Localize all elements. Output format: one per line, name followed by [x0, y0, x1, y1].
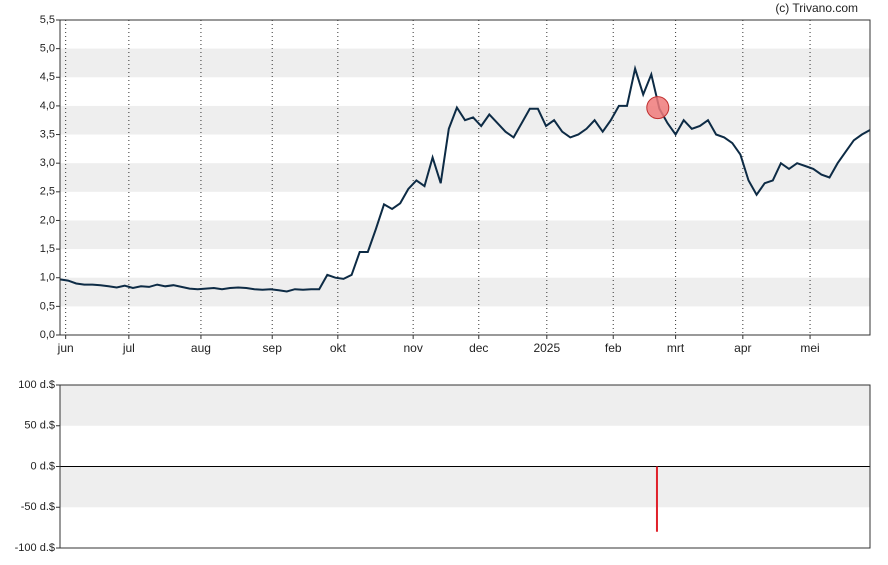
x-tick-label: aug	[191, 341, 211, 355]
event-marker	[646, 96, 670, 120]
x-tick-label: sep	[263, 341, 283, 355]
grid-band	[60, 277, 870, 307]
x-tick-label: nov	[403, 341, 422, 355]
plot-frame	[59, 384, 871, 549]
y-tick-label: 0,0	[40, 329, 55, 341]
y-tick-label: 0 d.$	[31, 460, 55, 472]
y-tick-label: 3,0	[40, 157, 55, 169]
grid-band	[60, 220, 870, 250]
y-tick-label: 50 d.$	[24, 420, 55, 432]
x-tick-label: feb	[605, 341, 622, 355]
y-tick-label: 100 d.$	[18, 379, 55, 391]
y-tick-label: 0,5	[40, 300, 55, 312]
y-tick-label: -100 d.$	[15, 542, 55, 554]
plot-frame	[59, 19, 871, 336]
x-tick-label: apr	[734, 341, 751, 355]
x-tick-label: mei	[800, 341, 819, 355]
x-tick-label: okt	[330, 341, 347, 355]
grid-band	[60, 163, 870, 192]
price-line	[59, 64, 871, 293]
y-tick-label: 2,0	[40, 214, 55, 226]
y-tick-label: 1,5	[40, 243, 55, 255]
grid-band	[60, 48, 870, 78]
source: (c) Trivano.com	[775, 1, 858, 15]
x-tick-label: jun	[57, 341, 74, 355]
grid-band	[60, 466, 870, 508]
x-tick-label: dec	[469, 341, 488, 355]
x-tick-label: mrt	[667, 341, 685, 355]
y-tick-label: -50 d.$	[21, 501, 55, 513]
y-tick-label: 1,0	[40, 272, 55, 284]
y-tick-label: 3,5	[40, 128, 55, 140]
x-tick-label: jul	[122, 341, 135, 355]
y-tick-label: 5,0	[40, 43, 55, 55]
y-tick-label: 5,5	[40, 14, 55, 26]
y-tick-label: 4,0	[40, 100, 55, 112]
x-tick-label: 2025	[533, 341, 560, 355]
y-tick-label: 4,5	[40, 71, 55, 83]
y-tick-label: 2,5	[40, 186, 55, 198]
grid-band	[60, 385, 870, 426]
